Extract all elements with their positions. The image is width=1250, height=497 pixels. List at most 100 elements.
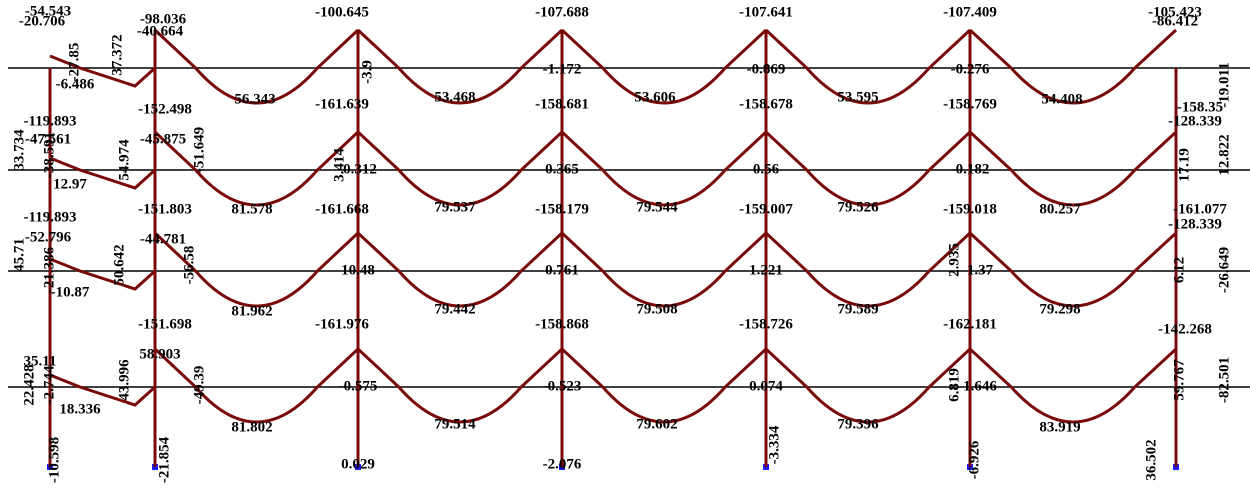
- moment-label: 50.642: [111, 244, 127, 285]
- moment-label: 54.974: [116, 139, 132, 181]
- moment-label: -151.803: [138, 201, 192, 217]
- moment-label: 2.935: [946, 243, 962, 277]
- moment-label: -159.007: [739, 201, 793, 217]
- moment-label: 79.396: [837, 416, 879, 432]
- moment-label: 53.606: [634, 89, 676, 105]
- moment-label: 12.97: [53, 176, 87, 192]
- moment-label: 79.537: [434, 199, 476, 215]
- moment-label: -158.769: [943, 96, 997, 112]
- moment-label: -44.781: [140, 231, 186, 247]
- moment-label: 79.602: [636, 416, 677, 432]
- moment-label: 80.257: [1039, 201, 1081, 217]
- moment-label: 22.428: [21, 364, 37, 405]
- moment-label: 79.514: [434, 416, 476, 432]
- moment-label: -161.976: [315, 316, 369, 332]
- moment-label: 81.962: [231, 303, 272, 319]
- moment-label: 81.802: [231, 419, 272, 435]
- moment-label: 37.372: [109, 34, 125, 75]
- moment-label: 0.074: [749, 378, 783, 394]
- moment-label: 0.761: [545, 262, 579, 278]
- moment-label: -161.639: [315, 96, 369, 112]
- moment-label: 0.56: [753, 161, 780, 177]
- moment-label: 53.468: [434, 89, 475, 105]
- moment-label: -128.339: [1168, 113, 1222, 129]
- moment-label: 36.502: [1143, 439, 1159, 480]
- moment-label: -26.649: [1216, 247, 1232, 293]
- moment-label: 18.336: [59, 401, 101, 417]
- moment-label: -86.412: [1152, 13, 1198, 29]
- moment-label: -3.334: [766, 425, 782, 464]
- moment-label: 0.365: [545, 161, 579, 177]
- moment-label: -158.179: [535, 201, 589, 217]
- moment-curve: [766, 132, 970, 205]
- moment-label: -107.409: [943, 4, 997, 20]
- moment-label: -107.688: [535, 4, 589, 20]
- moment-label: 81.578: [231, 201, 272, 217]
- moment-label: -158.868: [535, 316, 589, 332]
- moment-label: -158.681: [535, 96, 589, 112]
- moment-label: -40.664: [137, 23, 184, 39]
- moment-label: -2.744: [41, 365, 57, 404]
- moment-label: -119.893: [24, 113, 77, 129]
- moment-curve: [766, 233, 970, 306]
- moment-label: -119.893: [24, 209, 77, 225]
- moment-label: 0.029: [341, 456, 375, 472]
- moment-label: 33.734: [11, 129, 27, 171]
- moment-label: 1.221: [749, 262, 783, 278]
- moment-label: -56.58: [181, 246, 197, 285]
- moment-curve: [358, 233, 562, 306]
- moment-label: -82.501: [1216, 357, 1232, 403]
- moment-label: 1.37: [967, 262, 994, 278]
- moment-label: -27.85: [66, 43, 82, 82]
- moment-label: 79.442: [434, 301, 475, 317]
- moment-label: 6.12: [1171, 257, 1187, 283]
- moment-label: -100.645: [315, 4, 369, 20]
- moment-curve: [970, 132, 1176, 205]
- moment-label: 79.589: [837, 301, 878, 317]
- moment-label: -21.854: [156, 436, 172, 483]
- moment-label: -161.077: [1173, 201, 1227, 217]
- moment-label: -0.869: [747, 61, 786, 77]
- moment-label: -158.678: [739, 96, 793, 112]
- moment-label: 43.996: [116, 359, 132, 401]
- moment-label: 45.71: [11, 238, 27, 272]
- moment-curve: [562, 132, 766, 205]
- moment-label: 0.312: [343, 161, 377, 177]
- moment-label: -161.668: [315, 201, 369, 217]
- moment-label: -45.875: [140, 131, 186, 147]
- moment-label: -0.523: [543, 378, 582, 394]
- moment-label: -3.9: [359, 60, 375, 84]
- moment-label: 6.819: [946, 368, 962, 402]
- moment-label: 83.919: [1039, 419, 1080, 435]
- moment-label: -0.575: [339, 378, 378, 394]
- moment-label: -152.498: [138, 101, 192, 117]
- moment-label: -0.182: [951, 161, 990, 177]
- moment-label: -142.268: [1158, 321, 1212, 337]
- moment-curve: [155, 349, 358, 422]
- moment-label: -6.926: [966, 440, 982, 479]
- moment-label: -151.698: [138, 316, 192, 332]
- moment-label: -162.181: [943, 316, 997, 332]
- moment-curve: [970, 233, 1176, 306]
- moment-curve: [358, 349, 562, 422]
- moment-curve: [766, 349, 970, 422]
- moment-label: 53.595: [837, 89, 878, 105]
- moment-label: 54.408: [1041, 91, 1082, 107]
- moment-curve: [970, 349, 1176, 422]
- moment-label: -159.018: [943, 201, 997, 217]
- moment-label: 56.343: [234, 91, 275, 107]
- moment-label: -51.649: [191, 127, 207, 173]
- moment-label: 10.48: [341, 262, 375, 278]
- moment-label: 12.822: [1216, 134, 1232, 175]
- moment-curve: [562, 349, 766, 422]
- moment-label: -52.796: [25, 229, 72, 245]
- moment-label: -2.076: [543, 456, 582, 472]
- moment-diagram: -54.543-20.706-98.036-40.664-100.645-107…: [0, 0, 1250, 497]
- moment-label: -1.172: [543, 61, 582, 77]
- moment-label: 1.646: [963, 378, 997, 394]
- moment-label: -0.276: [951, 61, 990, 77]
- moment-label: -20.706: [19, 13, 66, 29]
- moment-label: -38.591: [41, 132, 57, 178]
- moment-label: 17.19: [1176, 148, 1192, 182]
- moment-label: -49.39: [191, 366, 207, 405]
